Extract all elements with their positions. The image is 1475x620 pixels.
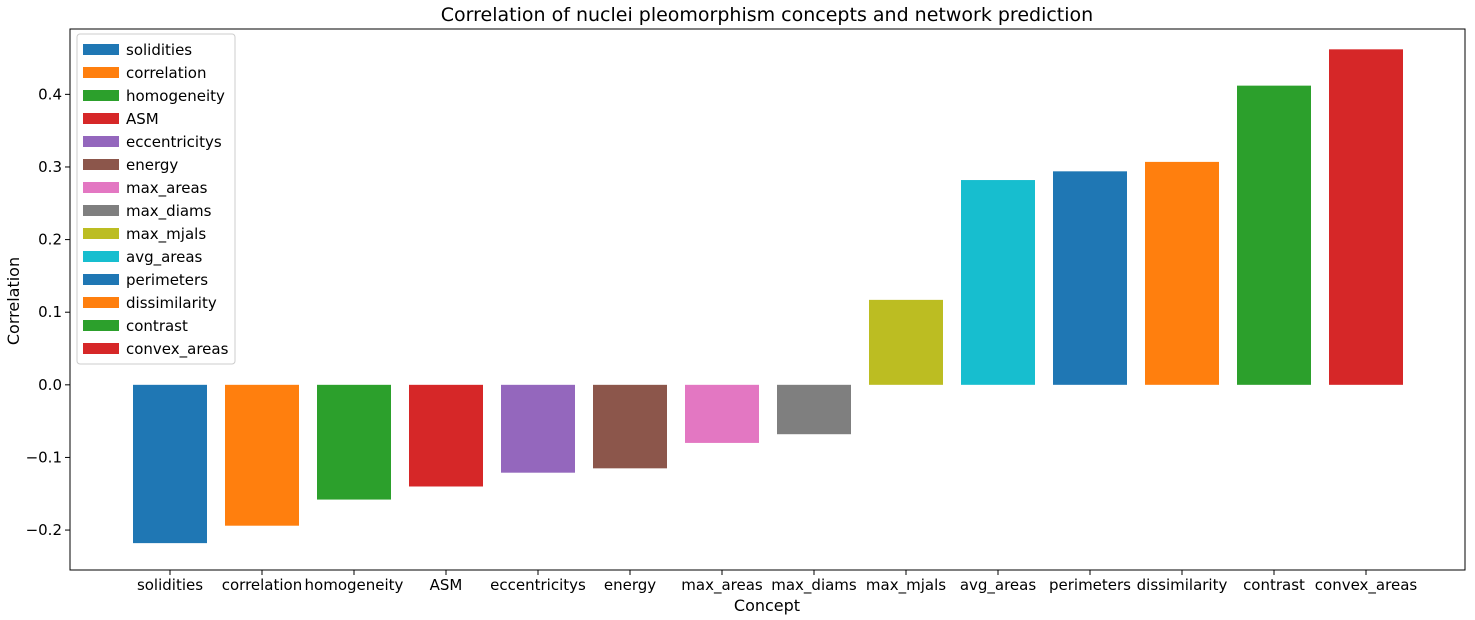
legend-swatch-energy	[83, 159, 119, 170]
plot-frame	[69, 28, 1466, 571]
x-axis-label: Concept	[734, 596, 800, 615]
legend-swatch-homogeneity	[83, 90, 119, 101]
x-tick-label: correlation	[222, 576, 303, 594]
bar-contrast	[1237, 85, 1311, 385]
legend-swatch-dissimilarity	[83, 297, 119, 308]
legend-swatch-contrast	[83, 320, 119, 331]
legend-entry-contrast: contrast	[126, 317, 188, 335]
y-tick-label: 0.4	[38, 85, 62, 103]
y-tick-label: 0.1	[38, 303, 62, 321]
legend-entry-ASM: ASM	[126, 110, 159, 128]
y-axis-label: Correlation	[4, 257, 23, 345]
bar-max_areas	[685, 384, 759, 443]
bar-ASM	[409, 384, 483, 487]
legend-entry-max_diams: max_diams	[126, 202, 212, 221]
x-tick-label: avg_areas	[960, 576, 1037, 595]
y-tick-label: 0.2	[38, 231, 62, 249]
legend-swatch-max_areas	[83, 182, 119, 193]
chart-title: Correlation of nuclei pleomorphism conce…	[441, 4, 1093, 26]
legend-entry-convex_areas: convex_areas	[126, 340, 229, 359]
legend-entry-energy: energy	[126, 156, 178, 174]
legend-entry-correlation: correlation	[126, 64, 207, 82]
x-axis: solidities correlation homogeneity ASM eccen…	[137, 570, 1417, 595]
bar-dissimilarity	[1145, 161, 1219, 385]
legend-entry-avg_areas: avg_areas	[126, 248, 203, 267]
bar-solidities	[133, 384, 207, 544]
x-tick-label: convex_areas	[1315, 576, 1418, 595]
x-tick-label: contrast	[1243, 576, 1305, 594]
y-tick-label: 0.3	[38, 158, 62, 176]
legend-swatch-correlation	[83, 67, 119, 78]
legend-entry-max_mjals: max_mjals	[126, 225, 206, 244]
bar-max_diams	[777, 384, 851, 435]
bar-energy	[593, 384, 667, 469]
x-tick-label: perimeters	[1049, 576, 1131, 594]
legend-entry-dissimilarity: dissimilarity	[126, 294, 217, 312]
legend-entry-perimeters: perimeters	[126, 271, 208, 289]
legend: solidities correlation homogeneity ASM eccen…	[76, 33, 236, 365]
y-tick-label: 0.0	[38, 376, 62, 394]
legend-entry-solidities: solidities	[126, 41, 192, 59]
bar-convex_areas	[1329, 49, 1403, 385]
x-tick-label: ASM	[430, 576, 463, 594]
x-tick-label: solidities	[137, 576, 203, 594]
x-tick-label: max_diams	[771, 576, 857, 595]
y-axis: −0.2 −0.1 0.0 0.1 0.2 0.3 0.4	[26, 85, 70, 539]
legend-swatch-perimeters	[83, 274, 119, 285]
plot-area	[133, 49, 1403, 544]
bar-max_mjals	[869, 299, 943, 385]
x-tick-label: eccentricitys	[490, 576, 586, 594]
legend-swatch-convex_areas	[83, 343, 119, 354]
legend-swatch-max_diams	[83, 205, 119, 216]
legend-swatch-eccentricitys	[83, 136, 119, 147]
legend-swatch-avg_areas	[83, 251, 119, 262]
bar-perimeters	[1053, 171, 1127, 385]
legend-box	[76, 33, 236, 365]
legend-entry-homogeneity: homogeneity	[126, 87, 225, 105]
legend-entry-max_areas: max_areas	[126, 179, 208, 198]
x-tick-label: max_areas	[681, 576, 763, 595]
y-tick-label: −0.1	[26, 448, 62, 466]
legend-swatch-ASM	[83, 113, 119, 124]
bar-homogeneity	[317, 384, 391, 500]
x-tick-label: dissimilarity	[1137, 576, 1228, 594]
bar-avg_areas	[961, 180, 1035, 385]
x-tick-label: energy	[604, 576, 656, 594]
bar-eccentricitys	[501, 384, 575, 473]
legend-swatch-max_mjals	[83, 228, 119, 239]
legend-swatch-solidities	[83, 44, 119, 55]
bar-correlation	[225, 384, 299, 526]
x-tick-label: max_mjals	[866, 576, 946, 595]
x-tick-label: homogeneity	[305, 576, 404, 594]
y-tick-label: −0.2	[26, 521, 62, 539]
legend-entry-eccentricitys: eccentricitys	[126, 133, 222, 151]
